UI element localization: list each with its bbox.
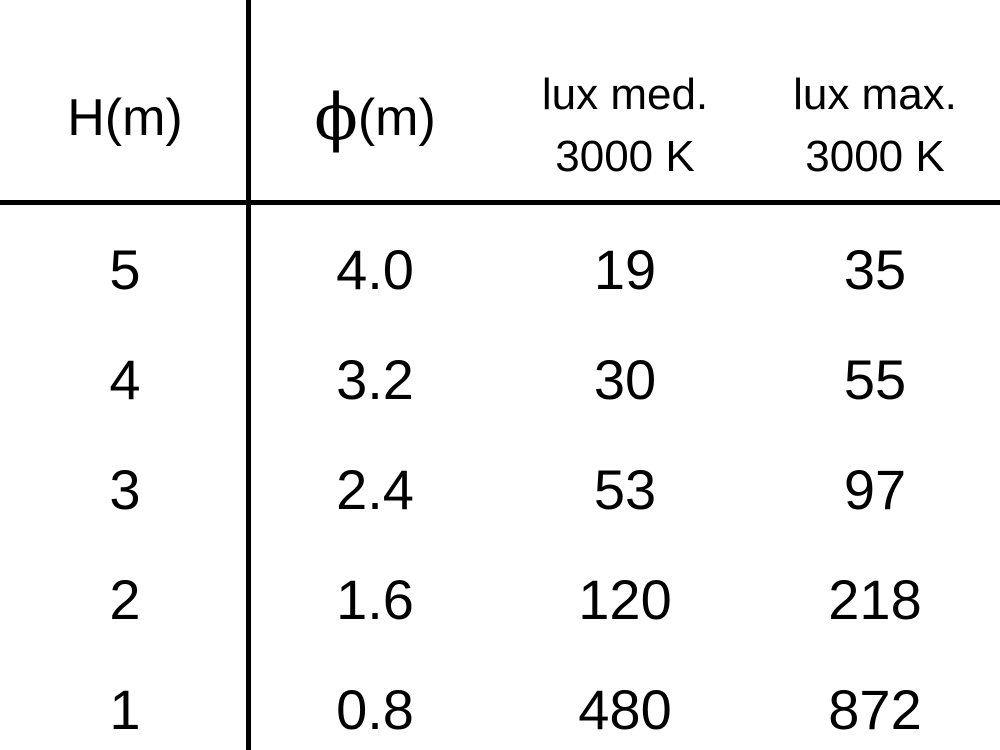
header-diameter: ϕ(m): [250, 86, 500, 150]
header-lux-max-line1: lux max.: [793, 70, 957, 119]
header-diameter-unit: (m): [357, 89, 436, 147]
cell-height: 3: [109, 458, 141, 521]
cell-lux-max: 35: [843, 238, 907, 301]
cell-diameter: 0.8: [336, 678, 414, 741]
phi-symbol: ϕ: [314, 81, 358, 155]
cell-diameter: 1.6: [336, 568, 414, 631]
header-lux-med-line1: lux med.: [541, 70, 709, 119]
cell-lux-max: 872: [828, 678, 922, 741]
cell-lux-med: 19: [593, 238, 657, 301]
header-lux-med: lux med. 3000 K: [500, 64, 750, 188]
cell-diameter: 2.4: [336, 458, 414, 521]
cell-height: 5: [109, 238, 141, 301]
cell-lux-max: 218: [828, 568, 922, 631]
cell-lux-med: 480: [578, 678, 672, 741]
header-height: H(m): [67, 89, 183, 147]
cell-lux-max: 55: [843, 348, 907, 411]
header-lux-max: lux max. 3000 K: [750, 64, 1000, 188]
cell-height: 4: [109, 348, 141, 411]
header-lux-max-line2: 3000 K: [805, 132, 945, 181]
cell-lux-med: 53: [593, 458, 657, 521]
cell-height: 2: [109, 568, 141, 631]
header-divider: [0, 200, 1000, 205]
cell-lux-med: 120: [578, 568, 672, 631]
column-divider: [246, 0, 251, 750]
header-lux-med-line2: 3000 K: [555, 132, 695, 181]
cell-lux-med: 30: [593, 348, 657, 411]
cell-diameter: 3.2: [336, 348, 414, 411]
cell-diameter: 4.0: [336, 238, 414, 301]
cell-height: 1: [109, 678, 141, 741]
cell-lux-max: 97: [843, 458, 907, 521]
